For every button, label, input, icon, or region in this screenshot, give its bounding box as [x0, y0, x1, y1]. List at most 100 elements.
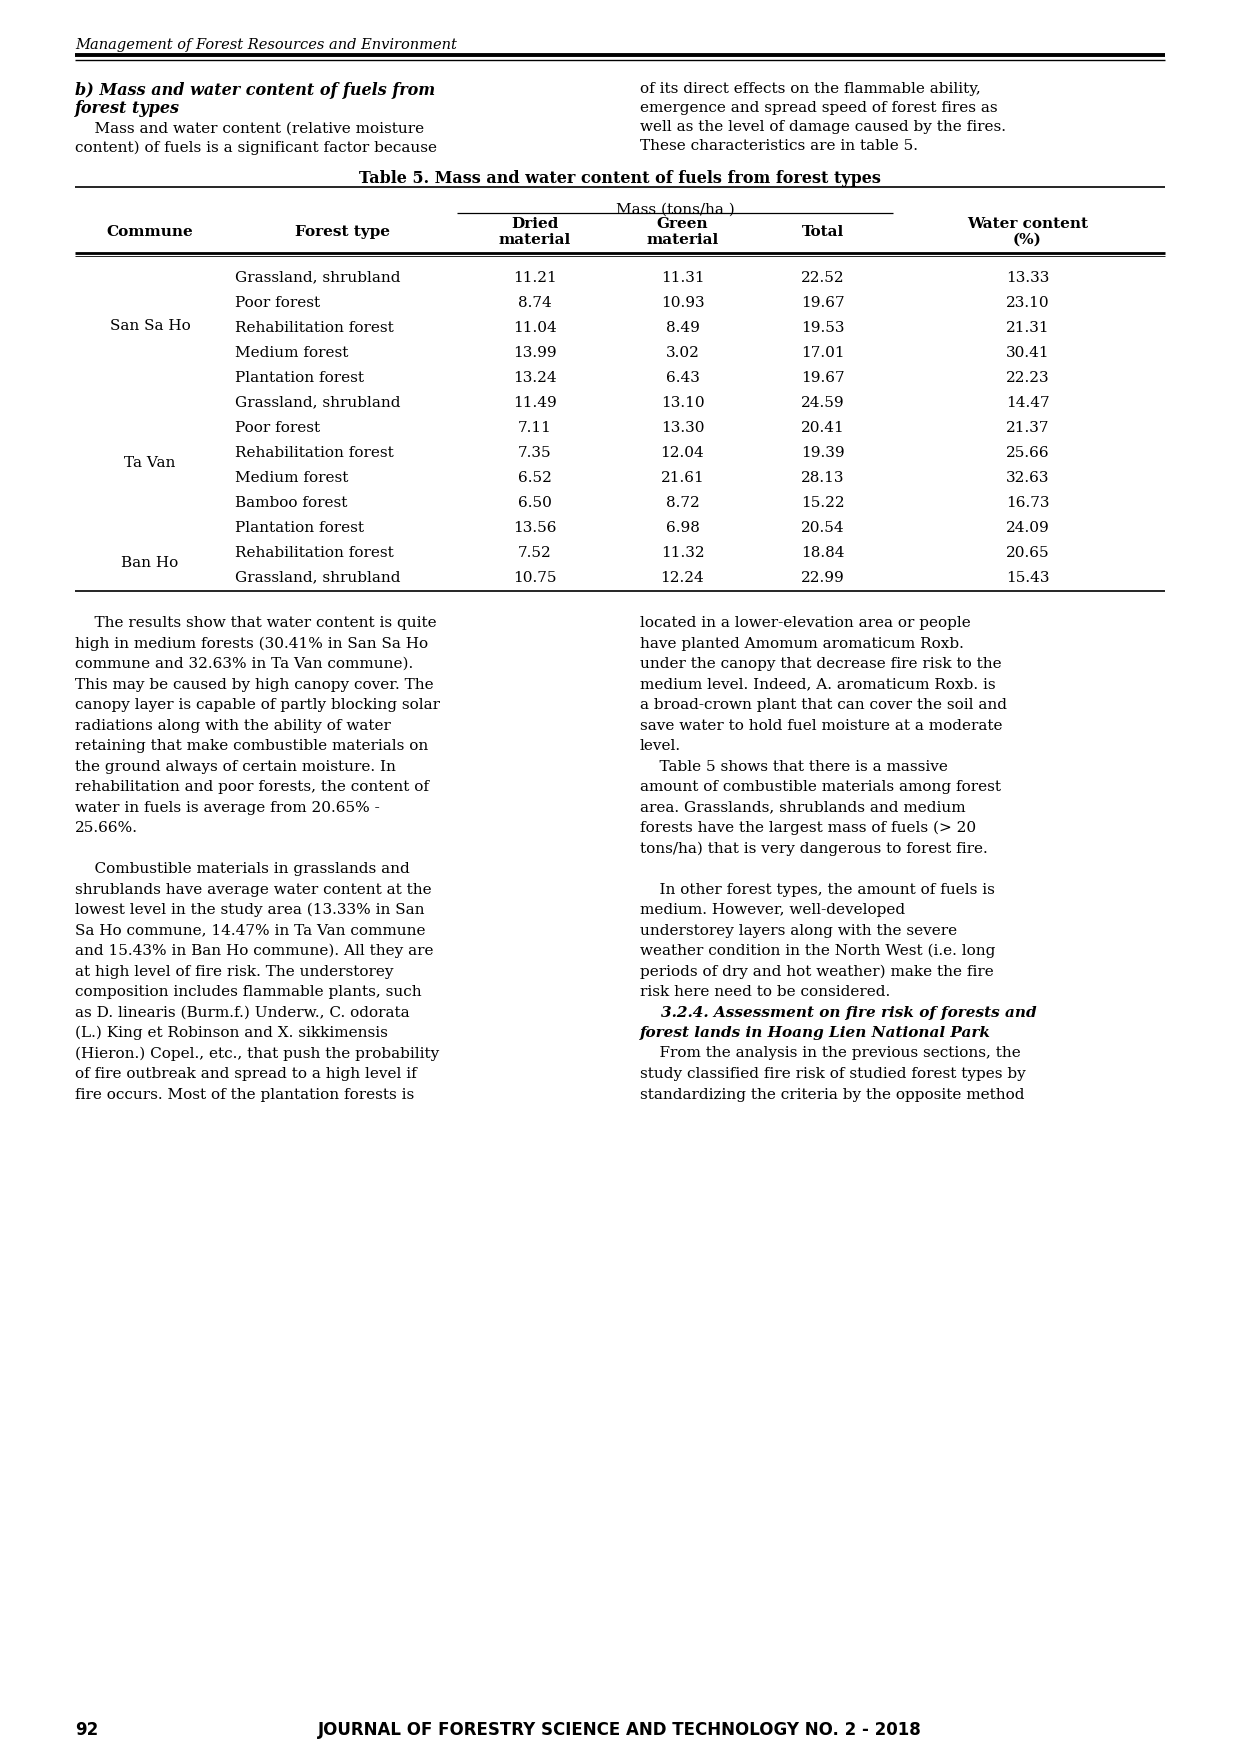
Text: 23.10: 23.10: [1006, 296, 1049, 310]
Text: 21.31: 21.31: [1006, 321, 1049, 335]
Text: 18.84: 18.84: [801, 545, 844, 559]
Text: risk here need to be considered.: risk here need to be considered.: [640, 985, 890, 999]
Text: (%): (%): [1013, 233, 1042, 247]
Text: 20.54: 20.54: [801, 521, 844, 535]
Text: 19.67: 19.67: [801, 370, 844, 384]
Text: San Sa Ho: San Sa Ho: [109, 319, 191, 333]
Text: 20.41: 20.41: [801, 421, 844, 435]
Text: From the analysis in the previous sections, the: From the analysis in the previous sectio…: [640, 1047, 1021, 1061]
Text: Bamboo forest: Bamboo forest: [236, 496, 347, 510]
Text: 24.59: 24.59: [801, 396, 844, 410]
Text: 19.53: 19.53: [801, 321, 844, 335]
Text: 22.23: 22.23: [1006, 370, 1049, 384]
Text: 10.75: 10.75: [513, 570, 557, 584]
Text: Mass and water content (relative moisture: Mass and water content (relative moistur…: [74, 123, 424, 137]
Text: Medium forest: Medium forest: [236, 470, 348, 484]
Text: retaining that make combustible materials on: retaining that make combustible material…: [74, 740, 428, 754]
Text: at high level of fire risk. The understorey: at high level of fire risk. The understo…: [74, 964, 393, 978]
Text: 8.74: 8.74: [518, 296, 552, 310]
Text: 19.39: 19.39: [801, 445, 844, 459]
Text: 16.73: 16.73: [1006, 496, 1049, 510]
Text: high in medium forests (30.41% in San Sa Ho: high in medium forests (30.41% in San Sa…: [74, 636, 428, 650]
Text: 3.2.4. Assessment on fire risk of forests and: 3.2.4. Assessment on fire risk of forest…: [640, 1006, 1037, 1020]
Text: (Hieron.) Copel., etc., that push the probability: (Hieron.) Copel., etc., that push the pr…: [74, 1047, 439, 1061]
Text: well as the level of damage caused by the fires.: well as the level of damage caused by th…: [640, 119, 1006, 133]
Text: a broad-crown plant that can cover the soil and: a broad-crown plant that can cover the s…: [640, 698, 1007, 712]
Text: 12.04: 12.04: [661, 445, 704, 459]
Text: 12.24: 12.24: [661, 570, 704, 584]
Text: content) of fuels is a significant factor because: content) of fuels is a significant facto…: [74, 140, 436, 156]
Text: Dried: Dried: [511, 217, 559, 231]
Text: Water content: Water content: [967, 217, 1087, 231]
Text: forest types: forest types: [74, 100, 180, 117]
Text: level.: level.: [640, 740, 681, 754]
Text: fire occurs. Most of the plantation forests is: fire occurs. Most of the plantation fore…: [74, 1087, 414, 1101]
Text: Sa Ho commune, 14.47% in Ta Van commune: Sa Ho commune, 14.47% in Ta Van commune: [74, 924, 425, 938]
Text: medium level. Indeed, A. aromaticum Roxb. is: medium level. Indeed, A. aromaticum Roxb…: [640, 677, 996, 691]
Text: Management of Forest Resources and Environment: Management of Forest Resources and Envir…: [74, 39, 456, 53]
Text: 13.30: 13.30: [661, 421, 704, 435]
Text: 25.66: 25.66: [1006, 445, 1049, 459]
Text: 19.67: 19.67: [801, 296, 844, 310]
Text: 6.98: 6.98: [666, 521, 699, 535]
Text: emergence and spread speed of forest fires as: emergence and spread speed of forest fir…: [640, 102, 998, 116]
Text: Rehabilitation forest: Rehabilitation forest: [236, 545, 394, 559]
Text: JOURNAL OF FORESTRY SCIENCE AND TECHNOLOGY NO. 2 - 2018: JOURNAL OF FORESTRY SCIENCE AND TECHNOLO…: [319, 1721, 921, 1739]
Text: medium. However, well-developed: medium. However, well-developed: [640, 903, 905, 917]
Text: Plantation forest: Plantation forest: [236, 521, 365, 535]
Text: 24.09: 24.09: [1006, 521, 1049, 535]
Text: 7.11: 7.11: [518, 421, 552, 435]
Text: radiations along with the ability of water: radiations along with the ability of wat…: [74, 719, 391, 733]
Text: weather condition in the North West (i.e. long: weather condition in the North West (i.e…: [640, 945, 996, 959]
Text: 11.31: 11.31: [661, 270, 704, 284]
Text: The results show that water content is quite: The results show that water content is q…: [74, 615, 436, 629]
Text: 6.50: 6.50: [518, 496, 552, 510]
Text: Green: Green: [657, 217, 708, 231]
Text: composition includes flammable plants, such: composition includes flammable plants, s…: [74, 985, 422, 999]
Text: 14.47: 14.47: [1006, 396, 1049, 410]
Text: as D. linearis (Burm.f.) Underw., C. odorata: as D. linearis (Burm.f.) Underw., C. odo…: [74, 1006, 409, 1020]
Text: 3.02: 3.02: [666, 345, 699, 359]
Text: area. Grasslands, shrublands and medium: area. Grasslands, shrublands and medium: [640, 801, 966, 815]
Text: Table 5 shows that there is a massive: Table 5 shows that there is a massive: [640, 759, 947, 773]
Text: under the canopy that decrease fire risk to the: under the canopy that decrease fire risk…: [640, 657, 1002, 671]
Text: 11.32: 11.32: [661, 545, 704, 559]
Text: In other forest types, the amount of fuels is: In other forest types, the amount of fue…: [640, 882, 994, 896]
Text: Grassland, shrubland: Grassland, shrubland: [236, 396, 401, 410]
Text: (L.) King et Robinson and X. sikkimensis: (L.) King et Robinson and X. sikkimensis: [74, 1026, 388, 1040]
Text: 13.33: 13.33: [1006, 270, 1049, 284]
Text: 11.21: 11.21: [513, 270, 557, 284]
Text: 21.37: 21.37: [1006, 421, 1049, 435]
Text: 13.99: 13.99: [513, 345, 557, 359]
Text: study classified fire risk of studied forest types by: study classified fire risk of studied fo…: [640, 1068, 1025, 1082]
Text: 17.01: 17.01: [801, 345, 844, 359]
Text: b) Mass and water content of fuels from: b) Mass and water content of fuels from: [74, 82, 435, 98]
Text: 25.66%.: 25.66%.: [74, 820, 138, 834]
Text: Plantation forest: Plantation forest: [236, 370, 365, 384]
Text: 20.65: 20.65: [1006, 545, 1049, 559]
Text: 7.52: 7.52: [518, 545, 552, 559]
Text: 28.13: 28.13: [801, 470, 844, 484]
Text: tons/ha) that is very dangerous to forest fire.: tons/ha) that is very dangerous to fores…: [640, 841, 988, 855]
Text: 6.43: 6.43: [666, 370, 699, 384]
Text: of fire outbreak and spread to a high level if: of fire outbreak and spread to a high le…: [74, 1068, 417, 1082]
Text: Ta Van: Ta Van: [124, 456, 176, 470]
Text: forests have the largest mass of fuels (> 20: forests have the largest mass of fuels (…: [640, 820, 976, 836]
Text: Ban Ho: Ban Ho: [122, 556, 179, 570]
Text: Rehabilitation forest: Rehabilitation forest: [236, 445, 394, 459]
Text: Rehabilitation forest: Rehabilitation forest: [236, 321, 394, 335]
Text: and 15.43% in Ban Ho commune). All they are: and 15.43% in Ban Ho commune). All they …: [74, 945, 434, 959]
Text: This may be caused by high canopy cover. The: This may be caused by high canopy cover.…: [74, 677, 434, 691]
Text: understorey layers along with the severe: understorey layers along with the severe: [640, 924, 957, 938]
Text: forest lands in Hoang Lien National Park: forest lands in Hoang Lien National Park: [640, 1026, 991, 1040]
Text: 11.04: 11.04: [513, 321, 557, 335]
Text: Total: Total: [801, 224, 843, 238]
Text: Grassland, shrubland: Grassland, shrubland: [236, 570, 401, 584]
Text: Grassland, shrubland: Grassland, shrubland: [236, 270, 401, 284]
Text: Medium forest: Medium forest: [236, 345, 348, 359]
Text: 32.63: 32.63: [1006, 470, 1049, 484]
Text: 13.24: 13.24: [513, 370, 557, 384]
Text: Poor forest: Poor forest: [236, 421, 320, 435]
Text: Commune: Commune: [107, 224, 193, 238]
Text: 21.61: 21.61: [661, 470, 704, 484]
